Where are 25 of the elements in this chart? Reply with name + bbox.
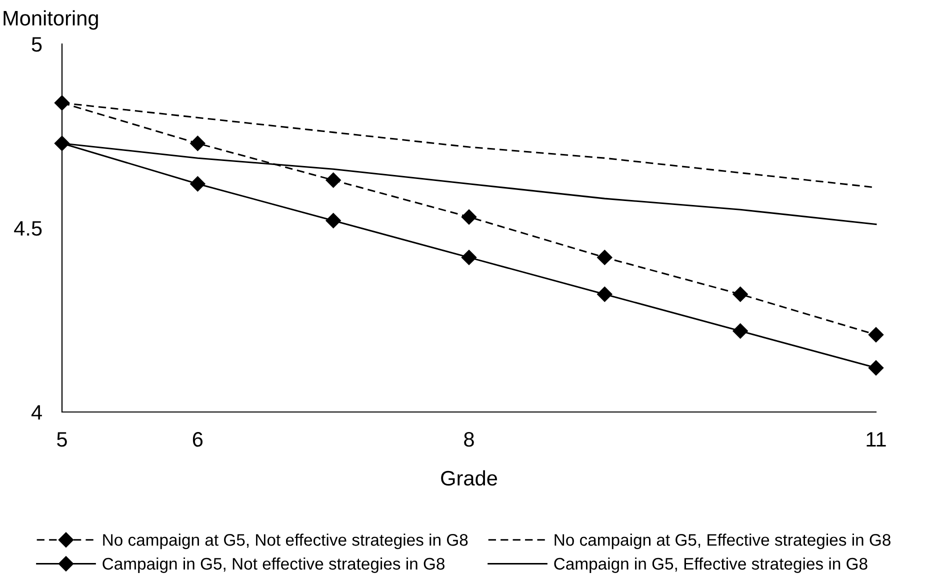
x-tick-label: 6 bbox=[192, 432, 203, 447]
point bbox=[597, 250, 612, 266]
point bbox=[732, 286, 748, 302]
point bbox=[326, 172, 341, 188]
point bbox=[868, 360, 884, 376]
point bbox=[190, 176, 206, 192]
x-tick-label: 8 bbox=[464, 432, 474, 447]
legend-label: No campaign at G5, Not effective strategies in G8 bbox=[103, 534, 468, 550]
legend-label: Campaign in G5, Not effective strategies in G8 bbox=[102, 557, 444, 573]
point bbox=[597, 286, 612, 302]
y-axis-title: Monitoring bbox=[4, 10, 98, 30]
point bbox=[190, 136, 206, 151]
y-tick-label: 4.5 bbox=[14, 221, 42, 236]
x-axis-title: Grade bbox=[441, 470, 498, 486]
x-tick-label: 11 bbox=[866, 432, 886, 447]
point bbox=[732, 323, 748, 339]
point bbox=[868, 327, 884, 342]
point bbox=[461, 209, 477, 225]
y-tick-label: 5 bbox=[32, 37, 42, 52]
point bbox=[461, 250, 477, 266]
legend-label: No campaign at G5, Effective strategies in G8 bbox=[554, 534, 890, 550]
y-tick-label: 4 bbox=[31, 405, 42, 420]
x-tick-label: 5 bbox=[57, 432, 67, 447]
point bbox=[326, 213, 341, 228]
legend-label: Campaign in G5, Effective strategies in G8 bbox=[554, 557, 868, 573]
